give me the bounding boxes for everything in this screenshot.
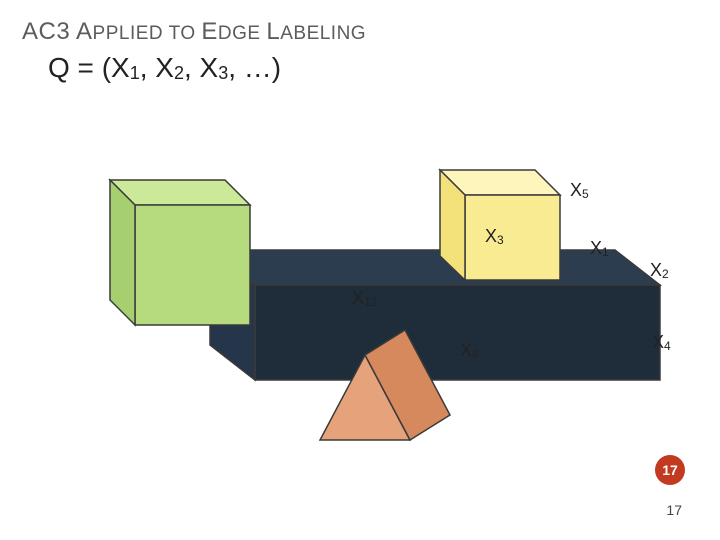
label-x5: X5 bbox=[570, 180, 589, 201]
label-x12: X12 bbox=[352, 288, 377, 309]
slab bbox=[210, 250, 660, 380]
expr-sub: 3 bbox=[218, 63, 228, 83]
queue-expression: Q = (X1, X2, X3, …) bbox=[48, 52, 281, 84]
title-part: E bbox=[201, 18, 218, 45]
badge-number: 17 bbox=[662, 462, 678, 478]
title-part: DGE bbox=[218, 23, 266, 44]
expr-part: , …) bbox=[228, 52, 281, 83]
expr-sub: 1 bbox=[130, 63, 140, 83]
green-cube bbox=[110, 180, 250, 325]
expr-part: , X bbox=[184, 52, 218, 83]
label-x8: X8 bbox=[460, 340, 479, 361]
yellow-cube bbox=[440, 170, 560, 280]
slide-badge: 17 bbox=[655, 455, 685, 485]
title-part: PPLIED TO bbox=[93, 23, 202, 44]
title-part: AC3 A bbox=[22, 18, 93, 45]
diagram-scene: X5 X3 X1 X2 X12 X8 X4 bbox=[70, 130, 670, 510]
label-x3: X3 bbox=[485, 226, 504, 247]
page-title: AC3 APPLIED TO EDGE LABELING bbox=[22, 18, 366, 46]
expr-part: Q = (X bbox=[48, 52, 130, 83]
expr-sub: 2 bbox=[174, 63, 184, 83]
page-number: 17 bbox=[666, 502, 682, 518]
title-part: ABELING bbox=[280, 23, 366, 44]
label-x2: X2 bbox=[650, 260, 669, 281]
title-part: L bbox=[266, 18, 280, 45]
expr-part: , X bbox=[140, 52, 174, 83]
label-x1: X1 bbox=[590, 238, 609, 259]
label-x4: X4 bbox=[652, 332, 671, 353]
